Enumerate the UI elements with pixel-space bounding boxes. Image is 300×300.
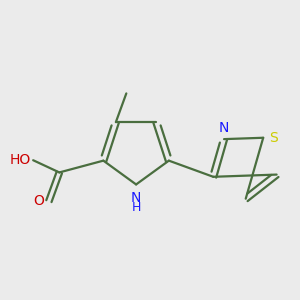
Text: N: N — [219, 121, 229, 135]
Text: S: S — [269, 131, 278, 145]
Text: N: N — [131, 191, 141, 205]
Text: H: H — [131, 201, 141, 214]
Text: O: O — [34, 194, 44, 208]
Text: HO: HO — [9, 153, 30, 167]
